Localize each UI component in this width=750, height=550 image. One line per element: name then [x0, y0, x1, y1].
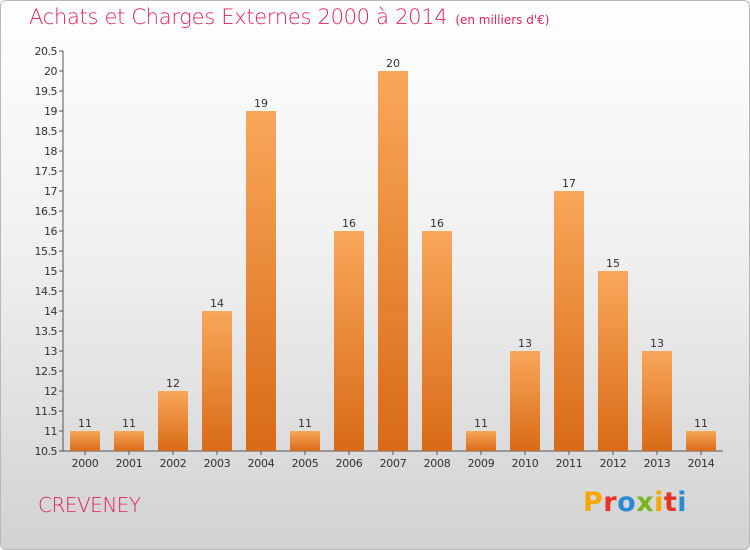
x-tick-label: 2003: [204, 457, 231, 470]
y-tick-label: 14: [44, 305, 57, 318]
y-tick-label: 18.5: [35, 125, 58, 138]
x-tick-label: 2013: [644, 457, 671, 470]
y-tick-label: 15: [44, 265, 57, 278]
y-tick-label: 17.5: [35, 165, 58, 178]
y-tick-label: 13.5: [35, 325, 58, 338]
bar-2005[interactable]: [290, 431, 320, 451]
bar-value-label: 13: [518, 337, 532, 350]
bar-value-label: 20: [386, 57, 400, 70]
bar-2004[interactable]: [246, 111, 276, 451]
unit-label: (en milliers d'€): [455, 13, 550, 27]
x-tick-label: 2009: [468, 457, 495, 470]
y-tick-label: 19: [44, 105, 57, 118]
x-tick-label: 2006: [336, 457, 363, 470]
x-tick-label: 2002: [160, 457, 187, 470]
y-tick-label: 10.5: [35, 445, 58, 458]
x-tick-label: 2005: [292, 457, 319, 470]
bar-value-label: 11: [474, 417, 488, 430]
bar-2000[interactable]: [70, 431, 100, 451]
bar-2007[interactable]: [378, 71, 408, 451]
bar-2012[interactable]: [598, 271, 628, 451]
y-tick-label: 11.5: [35, 405, 58, 418]
bar-2008[interactable]: [422, 231, 452, 451]
bar-value-label: 12: [166, 377, 180, 390]
logo-letter: i: [677, 487, 688, 518]
proxiti-logo[interactable]: Proxiti: [583, 487, 687, 518]
y-tick-label: 15.5: [35, 245, 58, 258]
y-tick-label: 13: [44, 345, 57, 358]
logo-letter: x: [636, 487, 655, 518]
bar-2011[interactable]: [554, 191, 584, 451]
x-tick-label: 2000: [72, 457, 99, 470]
y-tick-label: 11: [44, 425, 57, 438]
bar-value-label: 14: [210, 297, 224, 310]
y-tick-label: 19.5: [35, 85, 58, 98]
bar-2003[interactable]: [202, 311, 232, 451]
bar-value-label: 11: [694, 417, 708, 430]
bar-2009[interactable]: [466, 431, 496, 451]
bar-2013[interactable]: [642, 351, 672, 451]
x-tick-label: 2008: [424, 457, 451, 470]
bar-2006[interactable]: [334, 231, 364, 451]
bar-value-label: 19: [254, 97, 268, 110]
y-tick-label: 16: [44, 225, 57, 238]
bar-2001[interactable]: [114, 431, 144, 451]
y-tick-label: 12: [44, 385, 57, 398]
x-tick-label: 2010: [512, 457, 539, 470]
bar-value-label: 11: [122, 417, 136, 430]
y-tick-label: 18: [44, 145, 57, 158]
bar-2002[interactable]: [158, 391, 188, 451]
bar-value-label: 15: [606, 257, 620, 270]
logo-letter: i: [654, 487, 664, 518]
bar-value-label: 11: [78, 417, 92, 430]
y-tick-label: 17: [44, 185, 57, 198]
y-tick-label: 20.5: [35, 45, 58, 58]
x-tick-label: 2004: [248, 457, 275, 470]
x-tick-label: 2014: [688, 457, 715, 470]
x-tick-label: 2007: [380, 457, 407, 470]
chart-title: Achats et Charges Externes 2000 à 2014 (e…: [29, 5, 549, 29]
bars: 11 11 12 14 19 11 16 20 16 11 13 17 15 13 11: [70, 57, 716, 451]
bar-value-label: 16: [430, 217, 444, 230]
bar-2014[interactable]: [686, 431, 716, 451]
logo-letter: t: [663, 487, 678, 518]
logo-letter: o: [617, 487, 637, 518]
axes: 10.5 11 11.5 12 12.5 13 13.5 14 14.5 15 15.5 16 16.5…: [35, 45, 723, 470]
y-tick-label: 20: [44, 65, 57, 78]
x-tick-label: 2012: [600, 457, 627, 470]
bar-value-label: 11: [298, 417, 312, 430]
bar-value-label: 17: [562, 177, 576, 190]
title-text: Achats et Charges Externes 2000 à 2014: [29, 5, 448, 29]
bar-value-label: 16: [342, 217, 356, 230]
logo-letter: P: [583, 487, 604, 518]
y-tick-label: 16.5: [35, 205, 58, 218]
logo-letter: r: [603, 487, 618, 518]
x-tick-label: 2001: [116, 457, 143, 470]
bar-2010[interactable]: [510, 351, 540, 451]
bar-value-label: 13: [650, 337, 664, 350]
y-tick-label: 12.5: [35, 365, 58, 378]
y-tick-label: 14.5: [35, 285, 58, 298]
x-tick-label: 2011: [556, 457, 583, 470]
commune-name: CREVENEY: [38, 493, 141, 517]
